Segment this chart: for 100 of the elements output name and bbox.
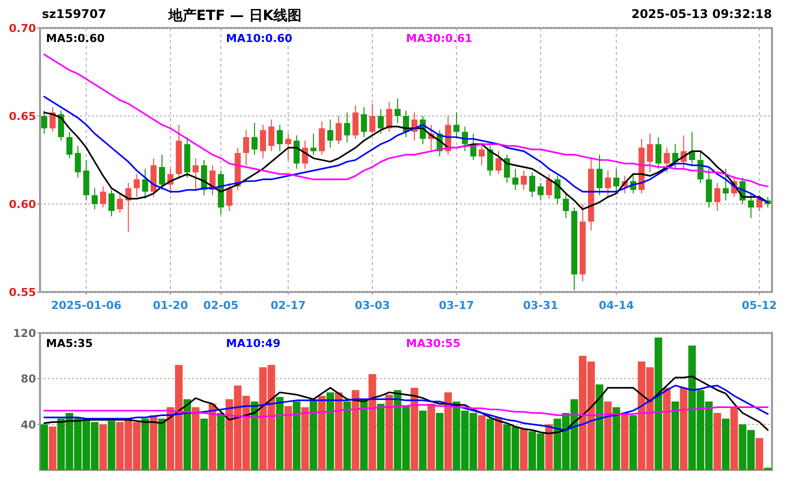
candlestick xyxy=(142,168,148,200)
bar xyxy=(352,390,360,470)
bar xyxy=(217,412,225,470)
text: MA30:0.61 xyxy=(406,32,472,45)
bar xyxy=(150,415,158,470)
candlestick xyxy=(496,150,502,175)
x-tick-label: 03-03 xyxy=(354,299,390,312)
y-tick-label: 40 xyxy=(20,418,36,432)
x-tick-label: 2025-01-06 xyxy=(51,299,122,312)
line-series xyxy=(43,376,769,434)
bar xyxy=(410,388,418,470)
bar xyxy=(444,392,452,470)
candlestick xyxy=(596,154,603,196)
candlestick xyxy=(285,133,292,160)
candlestick xyxy=(58,110,64,142)
candlestick xyxy=(50,106,56,132)
bar xyxy=(99,424,107,470)
bar xyxy=(360,399,368,470)
bar xyxy=(722,418,730,470)
bar xyxy=(250,402,258,470)
bar xyxy=(326,392,334,470)
candlestick xyxy=(487,145,494,176)
candlestick xyxy=(318,120,325,156)
candlestick xyxy=(655,136,662,170)
candlestick xyxy=(672,144,678,170)
candlestick xyxy=(41,110,48,134)
candlestick xyxy=(327,119,334,148)
y-tick-label: 0.65 xyxy=(8,110,36,123)
bar xyxy=(730,407,738,470)
candlestick xyxy=(394,98,401,124)
candlestick xyxy=(336,116,342,145)
bar xyxy=(183,399,192,470)
bar xyxy=(486,418,494,470)
candlestick xyxy=(134,174,140,198)
candlestick xyxy=(546,174,552,200)
candlestick xyxy=(646,133,654,173)
candlestick xyxy=(378,108,384,134)
candlestick xyxy=(453,112,460,138)
bar xyxy=(301,407,309,470)
y-tick-label: 0.55 xyxy=(8,286,36,299)
candlestick xyxy=(116,192,123,214)
x-tick-label: 04-14 xyxy=(598,299,634,312)
line-series xyxy=(43,404,769,418)
candlestick xyxy=(478,142,485,166)
candlestick xyxy=(512,168,518,190)
bar xyxy=(629,415,637,470)
bar xyxy=(200,418,208,470)
candlestick xyxy=(504,154,510,184)
bar xyxy=(276,396,284,470)
candlestick xyxy=(748,192,754,219)
bar xyxy=(671,402,680,470)
x-tick-label: 05-12 xyxy=(742,299,777,312)
bar xyxy=(292,402,300,470)
bar xyxy=(663,388,671,470)
text: MA30:55 xyxy=(406,337,460,350)
y-tick-label: 80 xyxy=(20,372,36,386)
candlestick xyxy=(276,124,283,152)
text: MA10:0.60 xyxy=(226,32,293,45)
candlestick xyxy=(722,168,729,201)
candlestick xyxy=(74,145,81,178)
x-tick-label: 03-17 xyxy=(438,299,474,312)
candlestick xyxy=(520,170,527,190)
bar xyxy=(620,412,629,470)
candlestick xyxy=(192,158,199,190)
bar xyxy=(158,418,166,470)
bar xyxy=(520,428,528,470)
candlestick xyxy=(100,186,106,208)
candlestick xyxy=(360,106,367,138)
candlestick xyxy=(268,119,274,152)
bar xyxy=(478,415,486,470)
candlestick xyxy=(108,189,115,217)
line-series xyxy=(43,384,769,431)
candlestick xyxy=(352,104,359,140)
bar xyxy=(596,384,604,470)
bar xyxy=(192,407,200,470)
bar xyxy=(427,404,436,470)
x-tick-label: 03-31 xyxy=(523,299,558,312)
text: sz159707 xyxy=(42,7,106,21)
x-tick-label: 02-17 xyxy=(270,299,306,312)
candlestick xyxy=(529,172,536,198)
bar xyxy=(334,392,342,470)
candlestick xyxy=(294,134,300,170)
bar xyxy=(436,412,444,470)
bar xyxy=(108,420,116,470)
candlestick xyxy=(226,182,232,212)
x-tick-label: 01-20 xyxy=(152,299,188,312)
candlestick xyxy=(604,170,611,198)
x-tick-label: 02-05 xyxy=(203,299,238,312)
candlestick xyxy=(310,133,316,156)
bar xyxy=(756,438,764,470)
chart-title: 地产ETF — 日K线图 xyxy=(167,7,302,24)
candlestick xyxy=(664,147,670,173)
bar xyxy=(419,410,427,470)
candlestick xyxy=(344,112,350,143)
candlestick xyxy=(66,131,72,159)
bar xyxy=(368,374,376,470)
text: MA5:0.60 xyxy=(46,32,105,45)
bar xyxy=(343,402,351,470)
candlestick xyxy=(386,101,392,132)
bar xyxy=(318,396,326,470)
